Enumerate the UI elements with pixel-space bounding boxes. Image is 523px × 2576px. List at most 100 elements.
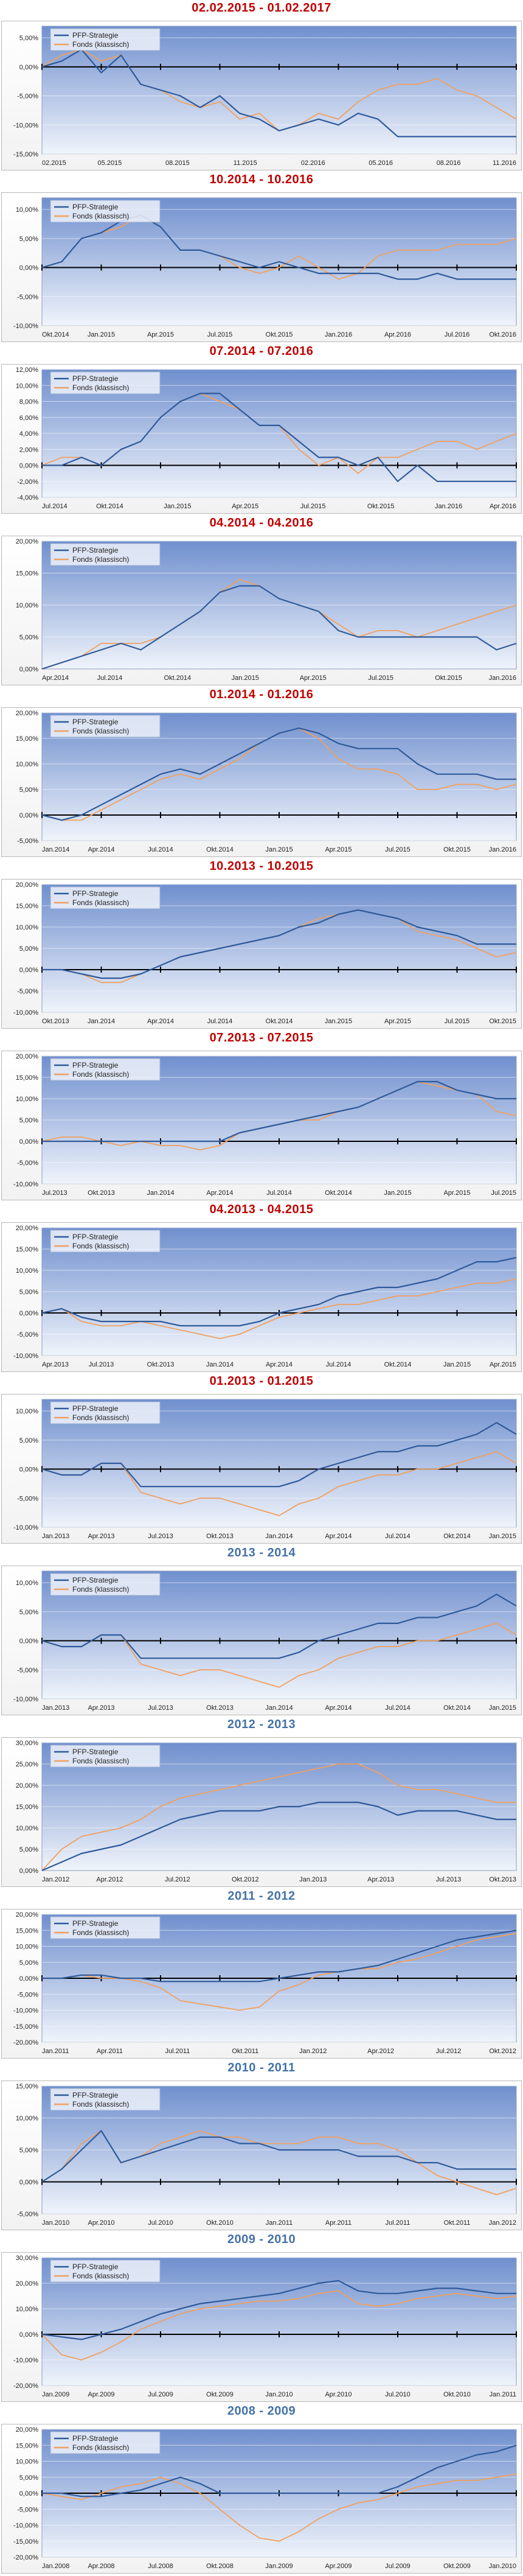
x-tick-label: Jan.2011: [42, 2048, 69, 2055]
x-tick-label: Apr.2015: [490, 1361, 516, 1368]
fonds-series-line: [41, 2290, 517, 2361]
legend-box: [50, 1058, 161, 1081]
x-tick-label: Okt.2014: [325, 1189, 352, 1197]
x-tick-label: Okt.2014: [384, 1361, 412, 1368]
legend-label-fonds: Fonds (klassisch): [72, 1242, 129, 1250]
x-tick-label: Jan.2013: [299, 1876, 327, 1883]
x-tick-label: Jan.2015: [325, 1018, 352, 1025]
x-tick-label: Apr.2013: [88, 1533, 114, 1540]
x-tick-label: Jul.2008: [148, 2563, 173, 2570]
x-tick-label: 11.2016: [493, 159, 516, 167]
y-tick-label: -10,00%: [13, 1696, 38, 1703]
x-tick-label: Okt.2009: [206, 2391, 234, 2398]
y-tick-label: 0,00%: [19, 1975, 38, 1983]
x-tick-label: Apr.2014: [147, 1018, 174, 1025]
chart-title: 01.2014 - 01.2016: [209, 688, 314, 701]
legend-label-fonds: Fonds (klassisch): [72, 383, 129, 392]
x-tick-label: Jul.2013: [148, 1533, 173, 1540]
legend-box: [50, 715, 161, 738]
x-tick-label: Jan.2015: [88, 331, 115, 338]
legend-label-pfp: PFP-Strategie: [72, 1404, 119, 1413]
chart-title: 07.2014 - 07.2016: [209, 345, 314, 358]
x-tick-label: Jan.2015: [164, 503, 191, 510]
chart-frame: 20,00% 15,00% 10,00% 5,00% 0,00% -5,00% -10,00…: [1, 1051, 522, 1200]
legend-box: [50, 543, 161, 566]
chart-svg: 20,00% 15,00% 10,00% 5,00% 0,00% -5,00% -10,00…: [13, 881, 517, 1025]
y-tick-label: -5,00%: [17, 2506, 38, 2513]
pfp-series-line: [41, 2130, 516, 2183]
y-tick-label: 0,00%: [19, 463, 38, 470]
y-tick-label: 0,00%: [19, 2179, 38, 2186]
x-tick-label: Jan.2015: [384, 1189, 411, 1197]
x-tick-label: Apr.2013: [42, 1361, 69, 1368]
legend-label-pfp: PFP-Strategie: [72, 718, 119, 726]
chart-svg: 20,00% 15,00% 10,00% 5,00% 0,00% -5,00% -10,00…: [13, 1911, 517, 2055]
x-tick-label: Jul.2016: [445, 331, 470, 338]
legend-box: [50, 1401, 161, 1424]
x-tick-label: Jan.2009: [265, 2563, 293, 2570]
legend-label-pfp: PFP-Strategie: [72, 2434, 119, 2443]
x-tick-label: Apr.2010: [325, 2391, 352, 2398]
chart-svg: 30,00% 20,00% 10,00% 0,00% -10,00% -20,00% Jan…: [13, 2255, 517, 2398]
y-tick-label: -10,00%: [13, 2522, 38, 2530]
y-tick-label: 5,00%: [19, 945, 38, 953]
x-tick-label: Jul.2013: [148, 1704, 173, 1712]
x-tick-label: Apr.2014: [42, 674, 69, 682]
legend-box: [50, 200, 161, 223]
chart-svg: 5,00% 0,00% -5,00% -10,00% -15,00% 02.2015 05.…: [13, 26, 517, 167]
y-tick-label: 20,00%: [16, 1225, 39, 1232]
x-tick-label: Okt.2014: [266, 1018, 293, 1025]
chart-title: 2009 - 2010: [227, 2233, 296, 2246]
x-tick-label: Jan.2015: [489, 1533, 516, 1540]
y-tick-label: 10,00%: [16, 206, 39, 214]
x-tick-label: Jan.2015: [265, 846, 293, 853]
y-tick-label: 5,00%: [19, 786, 38, 794]
legend-box: [50, 28, 161, 51]
y-tick-label: -5,00%: [17, 293, 38, 301]
y-tick-label: -5,00%: [17, 838, 38, 845]
pfp-series-line: [42, 1930, 517, 1983]
x-tick-label: Jul.2013: [436, 1876, 462, 1883]
chart-svg: 20,00% 15,00% 10,00% 5,00% 0,00% Apr.2014 Jul.…: [16, 538, 517, 682]
chart-panel: 2011 - 2012 20,00% 15,00% 10,00% 5,00% 0,00% -…: [0, 1888, 523, 2060]
x-tick-label: Okt.2014: [443, 1704, 471, 1712]
x-tick-label: Apr.2011: [325, 2219, 352, 2227]
chart-panel: 2013 - 2014 10,00% 5,00% 0,00% -5,00% -10,00%…: [0, 1545, 523, 1717]
y-tick-label: 20,00%: [16, 710, 39, 717]
y-tick-label: 15,00%: [16, 1246, 39, 1253]
x-tick-label: Jul.2014: [207, 1018, 233, 1025]
y-tick-label: 25,00%: [16, 1761, 39, 1768]
chart-title: 04.2014 - 04.2016: [209, 516, 314, 530]
legend-label-fonds: Fonds (klassisch): [72, 1413, 129, 1422]
y-tick-label: -15,00%: [13, 2023, 38, 2031]
y-tick-label: 0,00%: [19, 265, 38, 272]
x-tick-label: Jan.2016: [325, 331, 352, 338]
y-tick-label: 5,00%: [19, 1609, 38, 1616]
x-tick-label: 05.2016: [369, 159, 393, 167]
y-tick-label: 10,00%: [16, 2115, 39, 2123]
x-tick-label: Jul.2013: [89, 1361, 114, 1368]
y-tick-label: 5,00%: [19, 634, 38, 642]
y-tick-label: 5,00%: [19, 1117, 38, 1124]
y-tick-label: -10,00%: [13, 1353, 38, 1360]
legend-label-fonds: Fonds (klassisch): [72, 40, 129, 49]
y-tick-label: -10,00%: [13, 1181, 38, 1188]
chart-svg: 12,00% 10,00% 8,00% 6,00% 4,00% 2,00% 0,00% -2,…: [16, 366, 517, 510]
y-tick-label: 5,00%: [19, 2474, 38, 2482]
x-tick-label: Okt.2014: [96, 503, 123, 510]
pfp-series-line: [41, 727, 516, 821]
chart-title: 04.2013 - 04.2015: [209, 1203, 314, 1216]
legend-label-pfp: PFP-Strategie: [72, 374, 119, 383]
y-tick-label: 5,00%: [19, 2147, 38, 2154]
x-tick-label: 05.2015: [98, 159, 122, 167]
x-tick-label: Apr.2015: [384, 1018, 411, 1025]
y-tick-label: 5,00%: [19, 236, 38, 243]
x-tick-label: Jul.2012: [436, 2048, 462, 2055]
x-tick-label: Jul.2014: [385, 1704, 410, 1712]
legend-label-fonds: Fonds (klassisch): [72, 555, 129, 564]
